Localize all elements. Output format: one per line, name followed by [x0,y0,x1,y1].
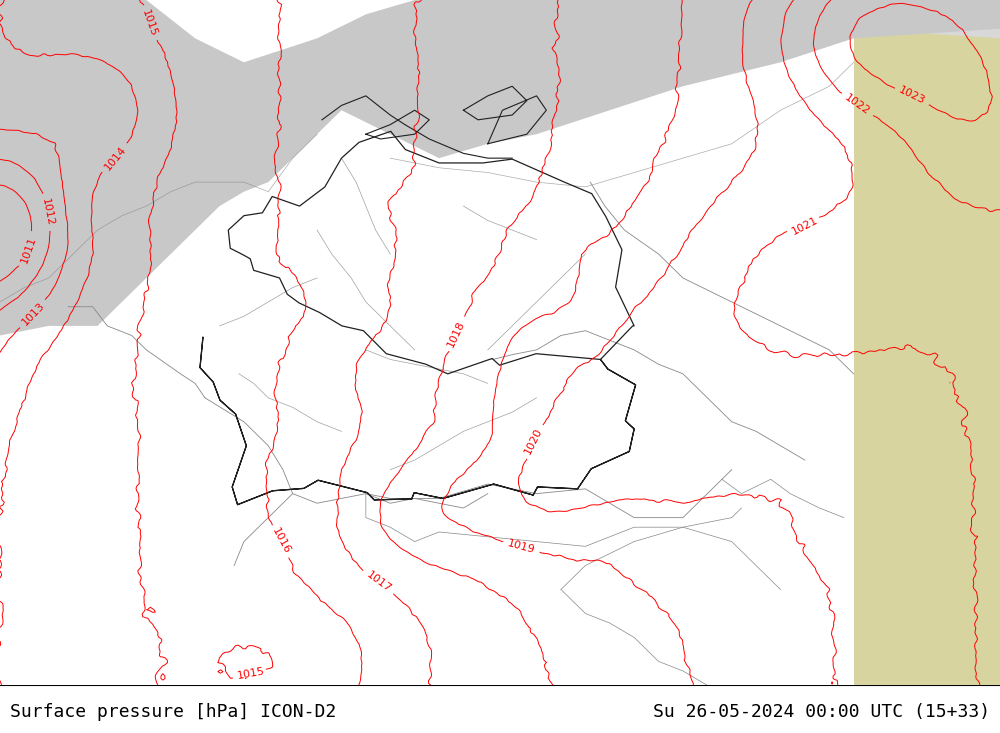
Polygon shape [854,0,1000,38]
Polygon shape [0,0,1000,350]
Text: 1021: 1021 [790,215,819,237]
Text: Surface pressure [hPa] ICON-D2: Surface pressure [hPa] ICON-D2 [10,702,336,721]
Text: 1023: 1023 [897,85,927,106]
Polygon shape [854,0,1000,685]
Text: 1018: 1018 [446,319,467,348]
Text: 1016: 1016 [270,527,292,556]
Text: 1022: 1022 [843,92,872,117]
Text: 1020: 1020 [523,427,545,456]
Text: 1013: 1013 [20,301,47,328]
Text: 1019: 1019 [506,539,536,556]
Text: 1011: 1011 [20,235,38,265]
Text: 1012: 1012 [40,197,55,227]
Text: 1015: 1015 [236,666,265,681]
Text: 1017: 1017 [364,570,393,594]
Text: 1015: 1015 [140,8,159,38]
Text: 1014: 1014 [102,144,128,172]
Text: Su 26-05-2024 00:00 UTC (15+33): Su 26-05-2024 00:00 UTC (15+33) [653,702,990,721]
